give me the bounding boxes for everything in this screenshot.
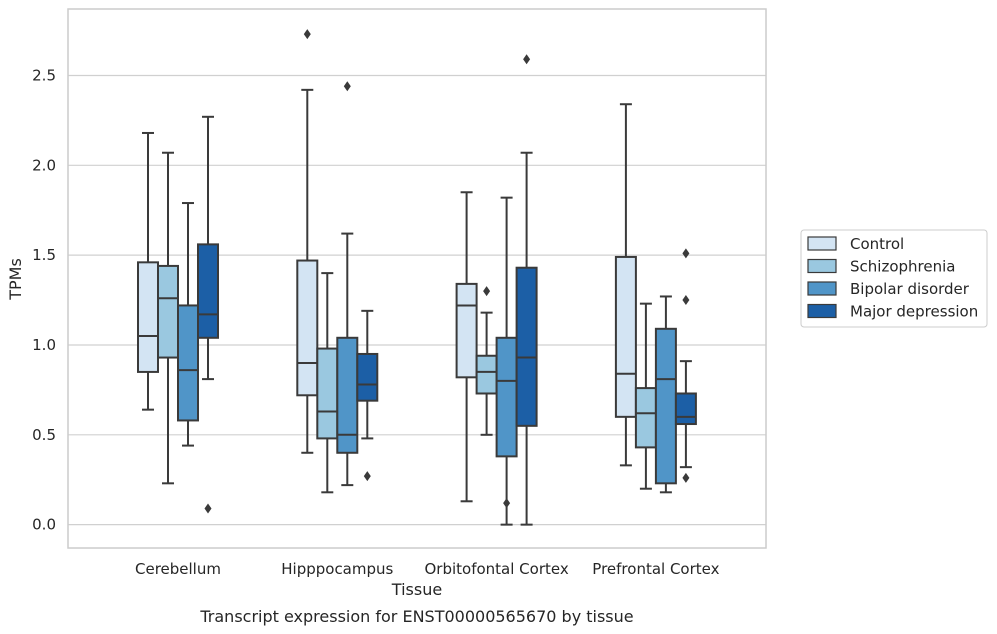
box: [475, 354, 498, 395]
outlier-point: [682, 248, 690, 259]
legend-items: Control Schizophrenia Bipolar disorder Majo…: [807, 235, 978, 321]
box: [634, 387, 657, 449]
box-plot: [455, 191, 478, 503]
outlier-point: [682, 295, 690, 306]
legend-label: Schizophrenia: [850, 258, 955, 276]
x-tick-labels: Cerebellum Hipppocampus Orbitofontal Corte…: [135, 560, 720, 578]
x-tick-label: Orbitofontal Cortex: [424, 560, 568, 578]
y-tick-label: 0.5: [32, 426, 56, 444]
outlier-point: [303, 29, 311, 40]
box: [316, 347, 339, 440]
legend: Control Schizophrenia Bipolar disorder Majo…: [800, 229, 988, 328]
box-plot: [197, 115, 219, 514]
box-plot: [137, 131, 159, 411]
outlier-point: [204, 503, 212, 514]
x-tick-label: Hipppocampus: [281, 560, 393, 578]
box: [157, 264, 179, 359]
outlier-point: [483, 286, 491, 297]
box: [515, 266, 538, 427]
box-plot: [296, 29, 319, 454]
box-plot: [634, 302, 657, 490]
box: [177, 304, 199, 422]
box: [455, 282, 478, 379]
box: [674, 392, 697, 426]
legend-label: Bipolar disorder: [850, 280, 970, 298]
box-plot: [495, 196, 518, 526]
outlier-point: [503, 498, 511, 509]
box: [654, 327, 677, 485]
y-tick-label: 1.5: [32, 246, 56, 264]
box-plot: [316, 272, 339, 494]
y-tick-label: 2.5: [32, 66, 56, 84]
outlier-point: [343, 81, 351, 92]
legend-swatch: [807, 258, 837, 274]
legend-frame: [800, 229, 988, 328]
box-plot: [614, 103, 637, 467]
box: [495, 336, 518, 458]
box-plot: [654, 295, 677, 494]
y-axis-label: TPMs: [6, 258, 25, 301]
box-plots: [137, 29, 697, 526]
box-plot: [674, 248, 697, 483]
legend-label: Major depression: [850, 303, 978, 321]
legend-swatch: [807, 236, 837, 251]
legend-swatch: [807, 281, 837, 296]
box-plot: [177, 202, 199, 447]
box-plot: [475, 286, 498, 436]
box: [296, 259, 319, 397]
x-tick-label: Cerebellum: [135, 560, 221, 578]
x-tick-label: Prefrontal Cortex: [592, 560, 719, 578]
box: [356, 352, 379, 402]
y-tick-label: 1.0: [32, 336, 56, 354]
box: [197, 243, 219, 339]
outlier-point: [363, 471, 371, 482]
legend-label: Control: [850, 235, 904, 253]
plot-frame: [67, 8, 767, 549]
y-tick-labels: 0.0 0.5 1.0 1.5 2.0 2.5: [32, 66, 56, 533]
outlier-point: [523, 54, 531, 65]
y-tick-label: 0.0: [32, 516, 56, 534]
box: [137, 261, 159, 373]
x-axis-label: Tissue: [391, 580, 442, 599]
box-plot: [515, 54, 538, 526]
chart-caption: Transcript expression for ENST0000056567…: [199, 607, 633, 626]
y-tick-label: 2.0: [32, 156, 56, 174]
box-plot: [356, 309, 379, 482]
box: [614, 255, 637, 418]
outlier-point: [682, 472, 690, 483]
legend-swatch: [807, 303, 837, 319]
